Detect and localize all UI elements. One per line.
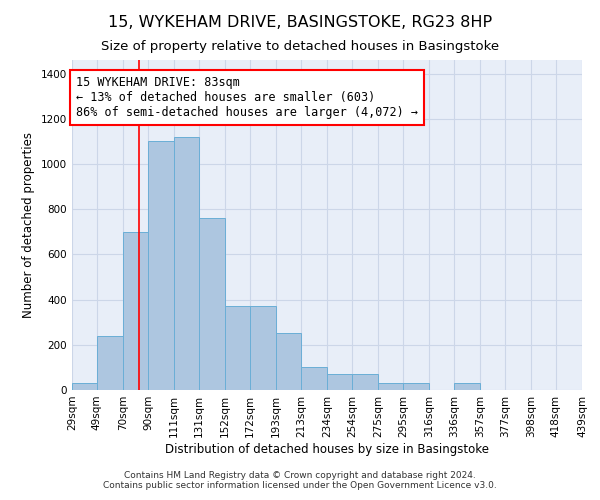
Bar [301, 368, 327, 390]
Bar [72, 383, 97, 390]
Text: 15 WYKEHAM DRIVE: 83sqm
← 13% of detached houses are smaller (603)
86% of semi-d: 15 WYKEHAM DRIVE: 83sqm ← 13% of detache… [76, 76, 418, 119]
Text: 15, WYKEHAM DRIVE, BASINGSTOKE, RG23 8HP: 15, WYKEHAM DRIVE, BASINGSTOKE, RG23 8HP [108, 15, 492, 30]
Bar [454, 383, 480, 390]
Bar [327, 374, 352, 390]
Text: Contains HM Land Registry data © Crown copyright and database right 2024.
Contai: Contains HM Land Registry data © Crown c… [103, 470, 497, 490]
X-axis label: Distribution of detached houses by size in Basingstoke: Distribution of detached houses by size … [165, 442, 489, 456]
Bar [97, 336, 123, 390]
Y-axis label: Number of detached properties: Number of detached properties [22, 132, 35, 318]
Bar [225, 306, 250, 390]
Bar [276, 334, 301, 390]
Bar [403, 383, 429, 390]
Bar [378, 383, 403, 390]
Bar [123, 232, 148, 390]
Bar [148, 142, 174, 390]
Bar [174, 137, 199, 390]
Bar [250, 306, 276, 390]
Text: Size of property relative to detached houses in Basingstoke: Size of property relative to detached ho… [101, 40, 499, 53]
Bar [199, 218, 225, 390]
Bar [352, 374, 378, 390]
